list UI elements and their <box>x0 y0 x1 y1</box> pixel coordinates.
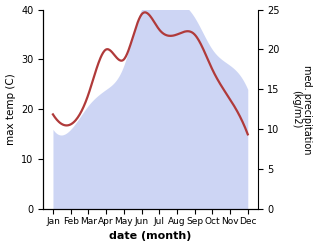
Y-axis label: med. precipitation
(kg/m2): med. precipitation (kg/m2) <box>291 65 313 154</box>
X-axis label: date (month): date (month) <box>109 231 191 242</box>
Y-axis label: max temp (C): max temp (C) <box>5 74 16 145</box>
